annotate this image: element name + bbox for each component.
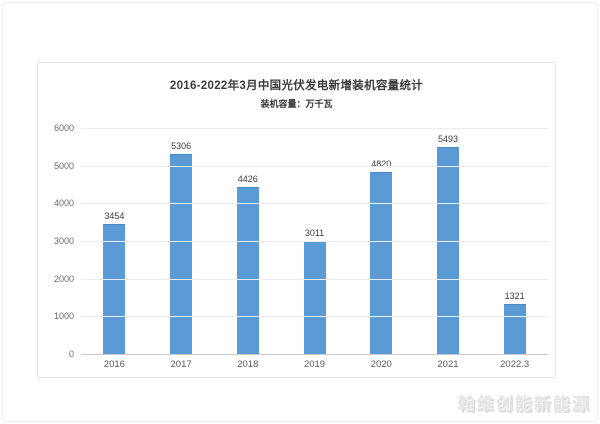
bar bbox=[503, 304, 526, 354]
y-tick-label: 2000 bbox=[53, 273, 74, 284]
bar bbox=[103, 224, 126, 354]
chart-card: 2016-2022年3月中国光伏发电新增装机容量统计 装机容量：万千瓦 3454… bbox=[37, 62, 556, 378]
x-axis-label: 2021 bbox=[437, 359, 459, 370]
bar-slot: 4820 2020 bbox=[348, 128, 415, 370]
bar-value-label: 5306 bbox=[171, 141, 192, 151]
bar-slot: 3454 2016 bbox=[81, 128, 148, 370]
watermark: 翰维创能新能源 bbox=[458, 395, 591, 414]
bar-value-label: 5493 bbox=[437, 134, 458, 144]
x-axis-label: 2020 bbox=[370, 359, 392, 370]
gridline bbox=[81, 278, 548, 280]
y-tick-label: 1000 bbox=[53, 311, 74, 322]
bar bbox=[436, 147, 459, 354]
y-tick-label: 5000 bbox=[53, 160, 74, 171]
x-axis-label: 2016 bbox=[103, 359, 125, 370]
gridline bbox=[81, 241, 548, 242]
bar-slot: 4426 2018 bbox=[214, 128, 281, 370]
chart-subtitle: 装机容量：万千瓦 bbox=[260, 99, 333, 109]
y-tick-label: 0 bbox=[68, 349, 74, 359]
bar bbox=[370, 172, 393, 354]
gridline bbox=[81, 165, 548, 167]
x-axis-label: 2022.3 bbox=[500, 359, 530, 370]
bar bbox=[236, 187, 259, 354]
x-axis-label: 2017 bbox=[170, 359, 192, 370]
bar-value-label: 4820 bbox=[371, 159, 392, 169]
plot-area: 3454 2016 5306 2017 4426 2018 3011 2019 4820 2020… bbox=[81, 128, 548, 370]
y-tick-label: 4000 bbox=[53, 198, 74, 209]
y-tick-label: 6000 bbox=[53, 123, 74, 133]
bar bbox=[303, 241, 326, 354]
x-axis-label: 2018 bbox=[237, 359, 259, 370]
bar-value-label: 4426 bbox=[237, 174, 258, 184]
bar-value-label: 3011 bbox=[304, 228, 325, 238]
x-axis-label: 2019 bbox=[303, 359, 326, 370]
gridline bbox=[81, 316, 548, 318]
chart-title: 2016-2022年3月中国光伏发电新增装机容量统计 bbox=[169, 80, 424, 92]
gridline bbox=[81, 128, 548, 129]
bar-value-label: 1321 bbox=[504, 291, 525, 301]
bar-slot: 5493 2021 bbox=[415, 128, 482, 370]
gridline bbox=[81, 203, 548, 205]
bar bbox=[170, 154, 193, 354]
bar-value-label: 3454 bbox=[104, 211, 125, 221]
y-tick-label: 3000 bbox=[53, 236, 74, 246]
